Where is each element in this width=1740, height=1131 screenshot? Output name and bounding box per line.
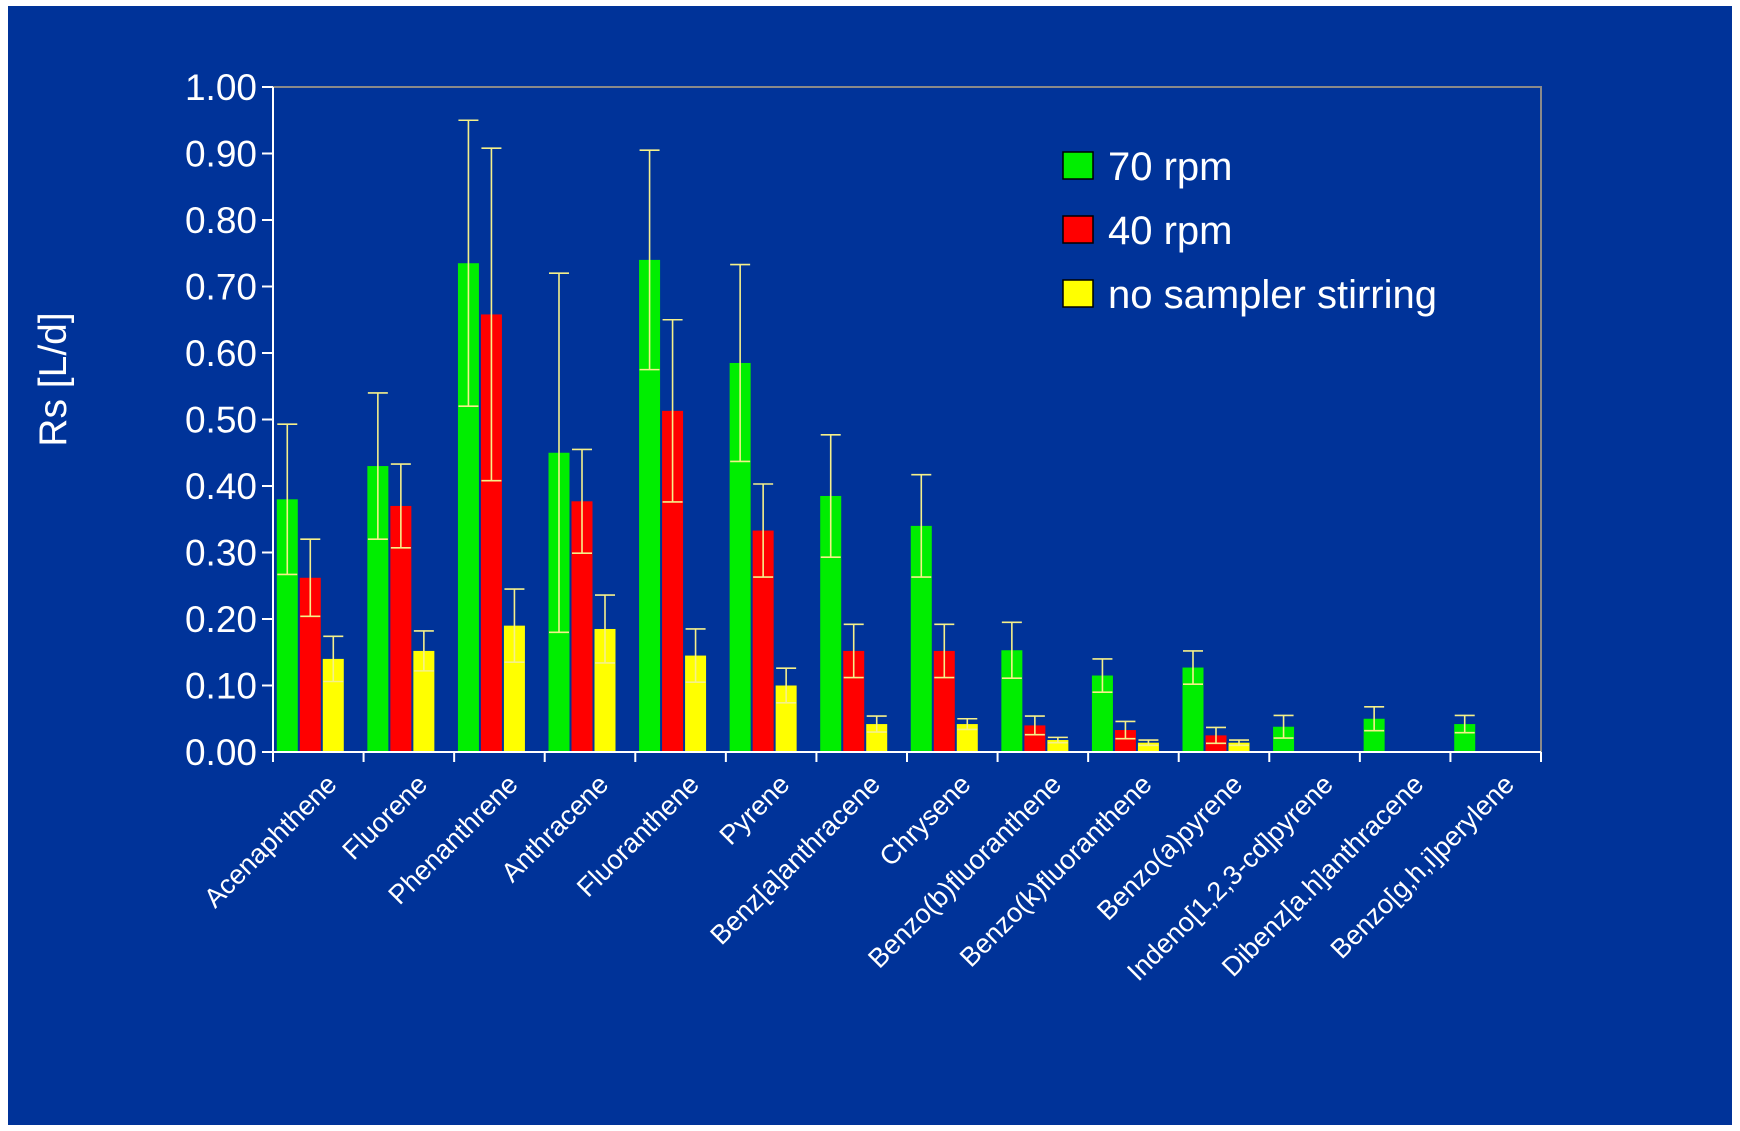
bar bbox=[956, 724, 978, 752]
legend-label: no sampler stirring bbox=[1108, 273, 1437, 317]
bar bbox=[1024, 725, 1046, 752]
y-axis-title: Rs [L/d] bbox=[32, 312, 75, 446]
bar bbox=[843, 650, 865, 752]
x-category-label: Acenaphthene bbox=[198, 769, 342, 913]
bar bbox=[1182, 667, 1204, 752]
y-tick-label: 0.90 bbox=[185, 134, 257, 175]
bar bbox=[1047, 740, 1069, 752]
bar bbox=[299, 577, 321, 752]
legend: 70 rpm 40 rpm no sampler stirring bbox=[1062, 145, 1437, 317]
bar bbox=[503, 625, 525, 752]
y-tick-label: 0.50 bbox=[185, 400, 257, 441]
bar bbox=[413, 650, 435, 752]
bar bbox=[1273, 726, 1295, 752]
bar bbox=[1228, 742, 1250, 752]
bar bbox=[1454, 724, 1476, 752]
y-tick-label: 0.20 bbox=[185, 599, 257, 640]
legend-swatch bbox=[1062, 215, 1094, 244]
bar bbox=[1363, 718, 1385, 752]
x-category-label: Benzo[g,h,i]perylene bbox=[1325, 769, 1520, 964]
legend-swatch bbox=[1062, 279, 1094, 308]
bar bbox=[866, 724, 888, 752]
bar bbox=[1091, 675, 1113, 752]
bar bbox=[480, 314, 502, 752]
bar bbox=[276, 499, 298, 752]
y-tick-label: 0.80 bbox=[185, 200, 257, 241]
bar bbox=[390, 505, 412, 752]
y-tick-label: 0.30 bbox=[185, 533, 257, 574]
bar bbox=[571, 501, 593, 752]
bar bbox=[910, 525, 932, 752]
y-tick-label: 0.60 bbox=[185, 333, 257, 374]
bar bbox=[639, 259, 661, 752]
y-tick-label: 0.10 bbox=[185, 666, 257, 707]
legend-swatch bbox=[1062, 151, 1094, 180]
bar bbox=[752, 530, 774, 752]
bar bbox=[367, 466, 389, 752]
bar bbox=[1001, 650, 1023, 752]
x-category-labels: AcenaphtheneFluorenePhenanthreneAnthrace… bbox=[198, 769, 1520, 987]
x-category-label: Pyrene bbox=[714, 769, 796, 851]
bar bbox=[662, 410, 684, 752]
bar bbox=[1114, 730, 1136, 752]
y-tick-label: 0.00 bbox=[185, 732, 257, 773]
plot-area: 0.00 0.10 0.20 0.30 0.40 0.50 0.60 0.70 0.80 0.90… bbox=[185, 67, 1542, 987]
bar bbox=[594, 628, 616, 752]
bar bbox=[933, 650, 955, 752]
y-tick-label: 0.40 bbox=[185, 466, 257, 507]
x-category-label: Fluorene bbox=[337, 769, 434, 866]
error-bars-layer bbox=[277, 119, 1475, 747]
y-tick-labels: 0.00 0.10 0.20 0.30 0.40 0.50 0.60 0.70 0.80 0.90… bbox=[185, 67, 257, 773]
y-tick-label: 1.00 bbox=[185, 67, 257, 108]
bar bbox=[1137, 742, 1159, 752]
bar bbox=[820, 495, 842, 752]
x-category-label: Benz[a]anthracene bbox=[704, 769, 885, 950]
bar bbox=[729, 362, 751, 752]
legend-label: 40 rpm bbox=[1108, 209, 1233, 253]
axes-layer bbox=[262, 86, 1542, 762]
bar bbox=[685, 655, 707, 752]
legend-label: 70 rpm bbox=[1108, 145, 1233, 189]
y-tick-label: 0.70 bbox=[185, 267, 257, 308]
bar bbox=[457, 263, 479, 752]
bars-layer bbox=[276, 259, 1476, 752]
